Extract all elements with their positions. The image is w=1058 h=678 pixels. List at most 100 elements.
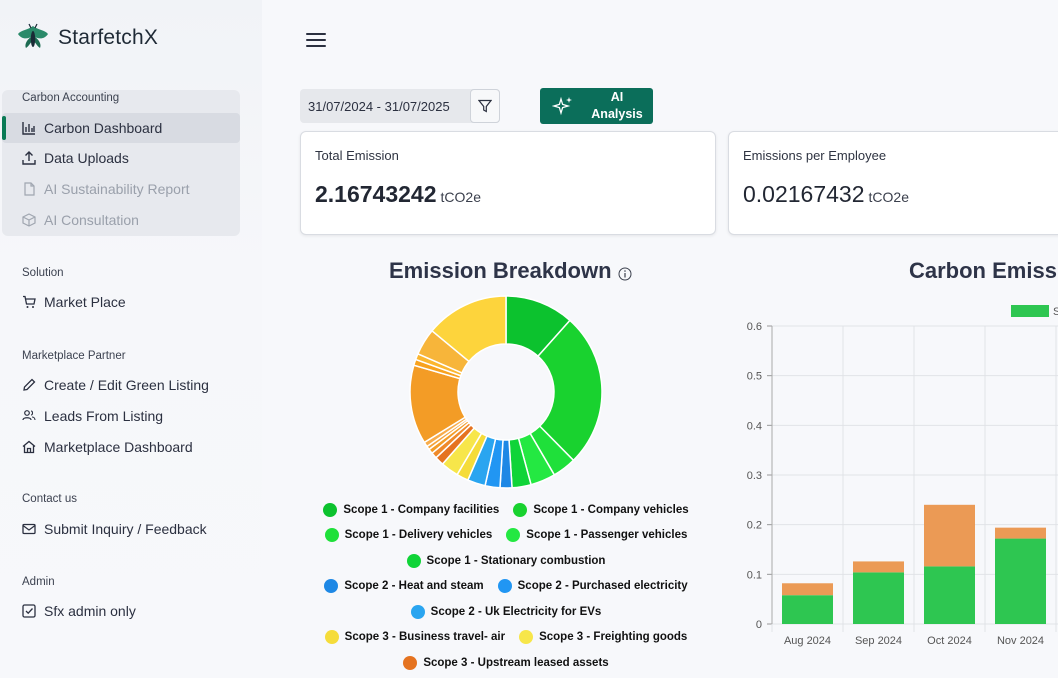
bar-aug-2024-series-1[interactable] xyxy=(782,583,833,596)
legend-dot xyxy=(410,604,425,619)
legend-label: Scope 1 - Company vehicles xyxy=(533,503,689,516)
cart-icon xyxy=(23,295,36,308)
legend-item[interactable]: Scope 3 - Upstream leased assets xyxy=(403,655,609,670)
emission-breakdown-donut xyxy=(409,295,603,489)
legend-dot xyxy=(324,579,339,594)
sidebar-item-label: Market Place xyxy=(44,294,126,310)
x-tick-label: Sep 2024 xyxy=(855,635,902,647)
sidebar-item-carbon-dashboard[interactable]: Carbon Dashboard xyxy=(2,113,240,143)
legend-item[interactable]: Scope 1 - Passenger vehicles xyxy=(506,528,687,543)
legend-item[interactable]: Scope 2 - Purchased electricity xyxy=(497,579,688,594)
sidebar-item-label: Marketplace Dashboard xyxy=(44,439,193,455)
x-tick-label: Aug 2024 xyxy=(784,635,831,647)
bar-nov-2024-series-0[interactable] xyxy=(995,538,1046,624)
mail-icon xyxy=(22,523,36,535)
legend-item[interactable]: Scope 2 - Heat and steam xyxy=(324,579,484,594)
sidebar-item-sfx-admin-only[interactable]: Sfx admin only xyxy=(22,603,136,619)
sidebar-item-label: AI Sustainability Report xyxy=(44,181,190,197)
bar-oct-2024-series-1[interactable] xyxy=(924,504,975,567)
sidebar-item-label: Leads From Listing xyxy=(44,408,164,424)
bar-chart-icon xyxy=(22,122,35,135)
bar-sep-2024-series-0[interactable] xyxy=(853,572,904,624)
legend-label: Scope 2 - Purchased electricity xyxy=(517,580,688,593)
section-title-marketplace-partner: Marketplace Partner xyxy=(22,350,126,362)
donut-slice-1[interactable] xyxy=(536,319,603,462)
legend-label: Scope 1 - Stationary combustion xyxy=(426,554,606,567)
bar-aug-2024-series-0[interactable] xyxy=(782,595,833,624)
ai-button-label-line1: AI xyxy=(610,90,624,104)
ai-analysis-button[interactable]: AI Analysis xyxy=(540,88,653,124)
legend-dot xyxy=(323,502,338,517)
checkbox-icon xyxy=(22,604,36,618)
ai-button-label-line2: Analysis xyxy=(591,107,643,121)
bar-sep-2024-series-1[interactable] xyxy=(853,561,904,573)
section-title-admin: Admin xyxy=(22,576,55,588)
chart-title-text: Emission Breakdown xyxy=(389,258,612,283)
bar-nov-2024-series-1[interactable] xyxy=(995,527,1046,539)
legend-item[interactable]: Scope 1 - Delivery vehicles xyxy=(324,528,493,543)
date-range-picker[interactable]: 31/07/2024 - 31/07/2025 xyxy=(300,89,500,123)
sidebar-item-label: Carbon Dashboard xyxy=(44,120,163,136)
legend-item[interactable]: Scope 1 - Stationary combustion xyxy=(406,553,606,568)
emission-breakdown-title: Emission Breakdown xyxy=(389,258,632,284)
legend-item[interactable]: Scope 3 - Freighting goods xyxy=(519,630,688,645)
menu-toggle-icon[interactable] xyxy=(306,33,326,49)
carbon-emission-bar-chart: 0 0.1 0.2 0.3 0.4 0.5 0.6 Aug 2024 Sep 2024 Oct 2… xyxy=(747,305,1058,647)
legend-item[interactable]: Scope 2 - Uk Electricity for EVs xyxy=(410,604,602,619)
home-icon xyxy=(22,440,36,454)
cube-icon xyxy=(22,213,36,227)
starfetch-logo-icon xyxy=(18,23,48,48)
legend-item[interactable]: Scope 1 - Company vehicles xyxy=(513,502,689,517)
legend-item[interactable]: Scope 3 - Business travel- air xyxy=(324,630,506,645)
legend-dot xyxy=(324,630,339,645)
sidebar-item-submit-inquiry[interactable]: Submit Inquiry / Feedback xyxy=(22,521,207,537)
donut-slice-19[interactable] xyxy=(430,295,507,363)
legend-label: Scope 2 - Uk Electricity for EVs xyxy=(430,605,602,618)
sidebar-item-leads-from-listing[interactable]: Leads From Listing xyxy=(22,408,163,424)
per-employee-value: 0.02167432 xyxy=(743,181,865,207)
legend-swatch[interactable] xyxy=(1011,305,1049,317)
sparkle-icon xyxy=(552,96,572,116)
legend-dot xyxy=(497,579,512,594)
sidebar-item-marketplace-dashboard[interactable]: Marketplace Dashboard xyxy=(22,439,193,455)
app-name: StarfetchX xyxy=(58,26,159,49)
unit-label: tCO2e xyxy=(440,189,481,205)
filter-button[interactable] xyxy=(470,89,500,123)
date-range-value[interactable]: 31/07/2024 - 31/07/2025 xyxy=(308,98,450,114)
legend-item[interactable]: Scope 1 - Company facilities xyxy=(323,502,500,517)
info-icon[interactable] xyxy=(618,267,632,281)
legend-dot xyxy=(519,630,534,645)
total-emission-value: 2.16743242 xyxy=(315,181,437,207)
sidebar-item-label: Submit Inquiry / Feedback xyxy=(44,521,207,537)
document-icon xyxy=(24,182,35,196)
legend-dot xyxy=(403,655,418,670)
legend-dot xyxy=(324,528,339,543)
card-title: Total Emission xyxy=(315,148,399,163)
legend-label: Scope 1 - Delivery vehicles xyxy=(344,529,493,542)
bar-oct-2024-series-0[interactable] xyxy=(924,566,975,624)
y-tick-label: 0.3 xyxy=(747,470,762,482)
section-title-solution: Solution xyxy=(22,267,64,279)
legend-label: Scope 1 - Company facilities xyxy=(343,503,500,516)
card-title: Emissions per Employee xyxy=(743,148,887,163)
legend-label: Scope 3 - Upstream leased assets xyxy=(423,656,609,669)
section-title-carbon-accounting: Carbon Accounting xyxy=(22,92,120,104)
legend-dot xyxy=(513,502,528,517)
pencil-icon xyxy=(23,378,36,391)
sidebar-item-label: Data Uploads xyxy=(44,150,129,166)
emissions-per-employee-card: Emissions per Employee 0.02167432 tCO2e xyxy=(728,131,1058,235)
sidebar-item-ai-consultation[interactable]: AI Consultation xyxy=(22,212,139,228)
x-tick-label: Oct 2024 xyxy=(927,635,972,647)
sidebar-item-label: Sfx admin only xyxy=(44,603,136,619)
total-emission-card: Total Emission 2.16743242 tCO2e xyxy=(300,131,716,235)
active-indicator xyxy=(2,116,6,140)
legend-label-partial: S xyxy=(1053,306,1058,318)
sidebar-item-market-place[interactable]: Market Place xyxy=(22,294,126,310)
x-tick-label: Nov 2024 xyxy=(997,635,1044,647)
legend-label: Scope 3 - Freighting goods xyxy=(539,631,688,644)
legend-label: Scope 3 - Business travel- air xyxy=(344,631,506,644)
sidebar-item-create-edit-green-listing[interactable]: Create / Edit Green Listing xyxy=(22,377,209,393)
sidebar-item-data-uploads[interactable]: Data Uploads xyxy=(22,150,129,166)
logo[interactable]: StarfetchX xyxy=(16,22,158,54)
sidebar-item-ai-sustainability-report[interactable]: AI Sustainability Report xyxy=(22,181,190,197)
